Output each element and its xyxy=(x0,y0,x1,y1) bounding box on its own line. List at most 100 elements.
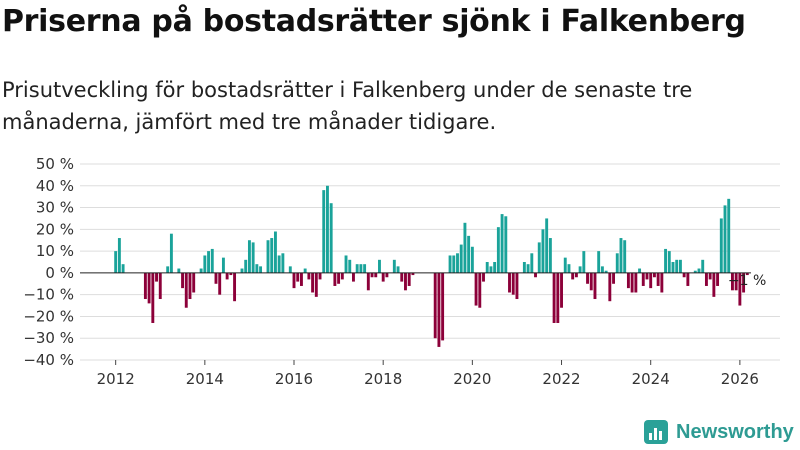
bar xyxy=(630,272,634,293)
bar xyxy=(645,272,649,280)
bar xyxy=(203,255,207,273)
bar xyxy=(292,272,296,289)
bar xyxy=(177,268,181,273)
bar xyxy=(597,251,601,273)
bar xyxy=(727,198,731,273)
bar xyxy=(407,272,411,286)
bar xyxy=(378,259,381,273)
bar xyxy=(255,264,259,273)
bar xyxy=(333,272,337,286)
bar-chart: −40 % −30 % −20 % −10 % 0 % 10 % 20 % 30 % 40 % 5… xyxy=(23,155,780,388)
bar xyxy=(404,272,407,291)
bar xyxy=(574,272,578,278)
bar xyxy=(638,268,642,273)
bar xyxy=(600,266,604,273)
bar xyxy=(526,264,530,273)
bar xyxy=(671,262,675,273)
bar xyxy=(266,240,270,273)
bar xyxy=(608,272,612,302)
newsworthy-logo: Newsworthy xyxy=(644,420,794,444)
x-axis: 2012 2014 2016 2018 2020 2022 2024 2026 xyxy=(97,360,759,388)
bar xyxy=(326,185,329,273)
y-tick-label: 10 % xyxy=(36,242,74,260)
x-tick-label: 2020 xyxy=(453,370,491,388)
bar xyxy=(593,272,597,300)
bar xyxy=(515,272,519,300)
bar xyxy=(552,272,556,323)
x-tick-label: 2012 xyxy=(97,370,135,388)
bar xyxy=(452,255,456,273)
bar xyxy=(548,238,552,273)
bar xyxy=(229,272,233,276)
bar xyxy=(482,272,485,282)
bar xyxy=(745,272,749,276)
bar xyxy=(392,259,396,273)
bar xyxy=(563,257,567,273)
chart-title: Priserna på bostadsrätter sjönk i Falken… xyxy=(2,4,746,39)
bar xyxy=(623,240,627,273)
bar xyxy=(233,272,237,302)
y-tick-label: 20 % xyxy=(36,220,74,238)
bar xyxy=(485,262,489,273)
bar xyxy=(493,262,497,273)
bar xyxy=(221,257,225,273)
bar xyxy=(158,272,162,300)
bar xyxy=(534,272,537,278)
bar xyxy=(184,272,188,308)
x-tick-label: 2018 xyxy=(364,370,402,388)
bar xyxy=(244,259,248,273)
bar xyxy=(188,272,192,300)
bar xyxy=(467,235,471,273)
bar xyxy=(273,231,277,273)
bar xyxy=(307,272,311,280)
bar xyxy=(210,248,214,273)
bar xyxy=(366,272,370,291)
x-tick-label: 2014 xyxy=(186,370,224,388)
bar xyxy=(411,272,415,276)
bar xyxy=(537,242,541,273)
bar xyxy=(207,251,211,273)
bar xyxy=(511,272,515,295)
bar xyxy=(701,259,705,273)
bar xyxy=(667,251,671,273)
bar xyxy=(500,214,504,273)
bar xyxy=(712,272,716,297)
y-tick-label: 40 % xyxy=(36,177,74,195)
bar xyxy=(385,272,389,278)
bar xyxy=(359,264,363,273)
bar xyxy=(504,216,508,273)
bar xyxy=(489,266,493,273)
bar xyxy=(586,272,589,284)
bar xyxy=(344,255,348,273)
y-tick-label: −30 % xyxy=(23,329,74,347)
bar xyxy=(218,272,222,295)
bar xyxy=(329,203,333,273)
y-tick-label: −10 % xyxy=(23,286,74,304)
bar xyxy=(352,272,355,282)
bar xyxy=(734,272,738,291)
bar xyxy=(478,272,482,308)
bar xyxy=(675,259,679,273)
bar xyxy=(522,262,526,273)
bar xyxy=(155,272,158,282)
bar xyxy=(615,253,619,273)
x-tick-label: 2016 xyxy=(275,370,313,388)
bar xyxy=(281,253,285,273)
bar xyxy=(693,270,697,273)
bar xyxy=(641,272,645,286)
gridlines xyxy=(80,163,780,361)
bar xyxy=(433,272,437,339)
bar xyxy=(147,272,151,304)
bar xyxy=(251,242,255,273)
bar xyxy=(656,272,660,286)
bar xyxy=(314,272,318,297)
bar xyxy=(619,238,623,273)
bar xyxy=(541,229,545,273)
bar xyxy=(664,248,668,273)
bar xyxy=(652,272,656,278)
bar xyxy=(660,272,664,293)
bar xyxy=(192,272,196,293)
bar xyxy=(578,266,582,273)
y-tick-label: 50 % xyxy=(36,155,74,173)
bar xyxy=(151,272,155,323)
